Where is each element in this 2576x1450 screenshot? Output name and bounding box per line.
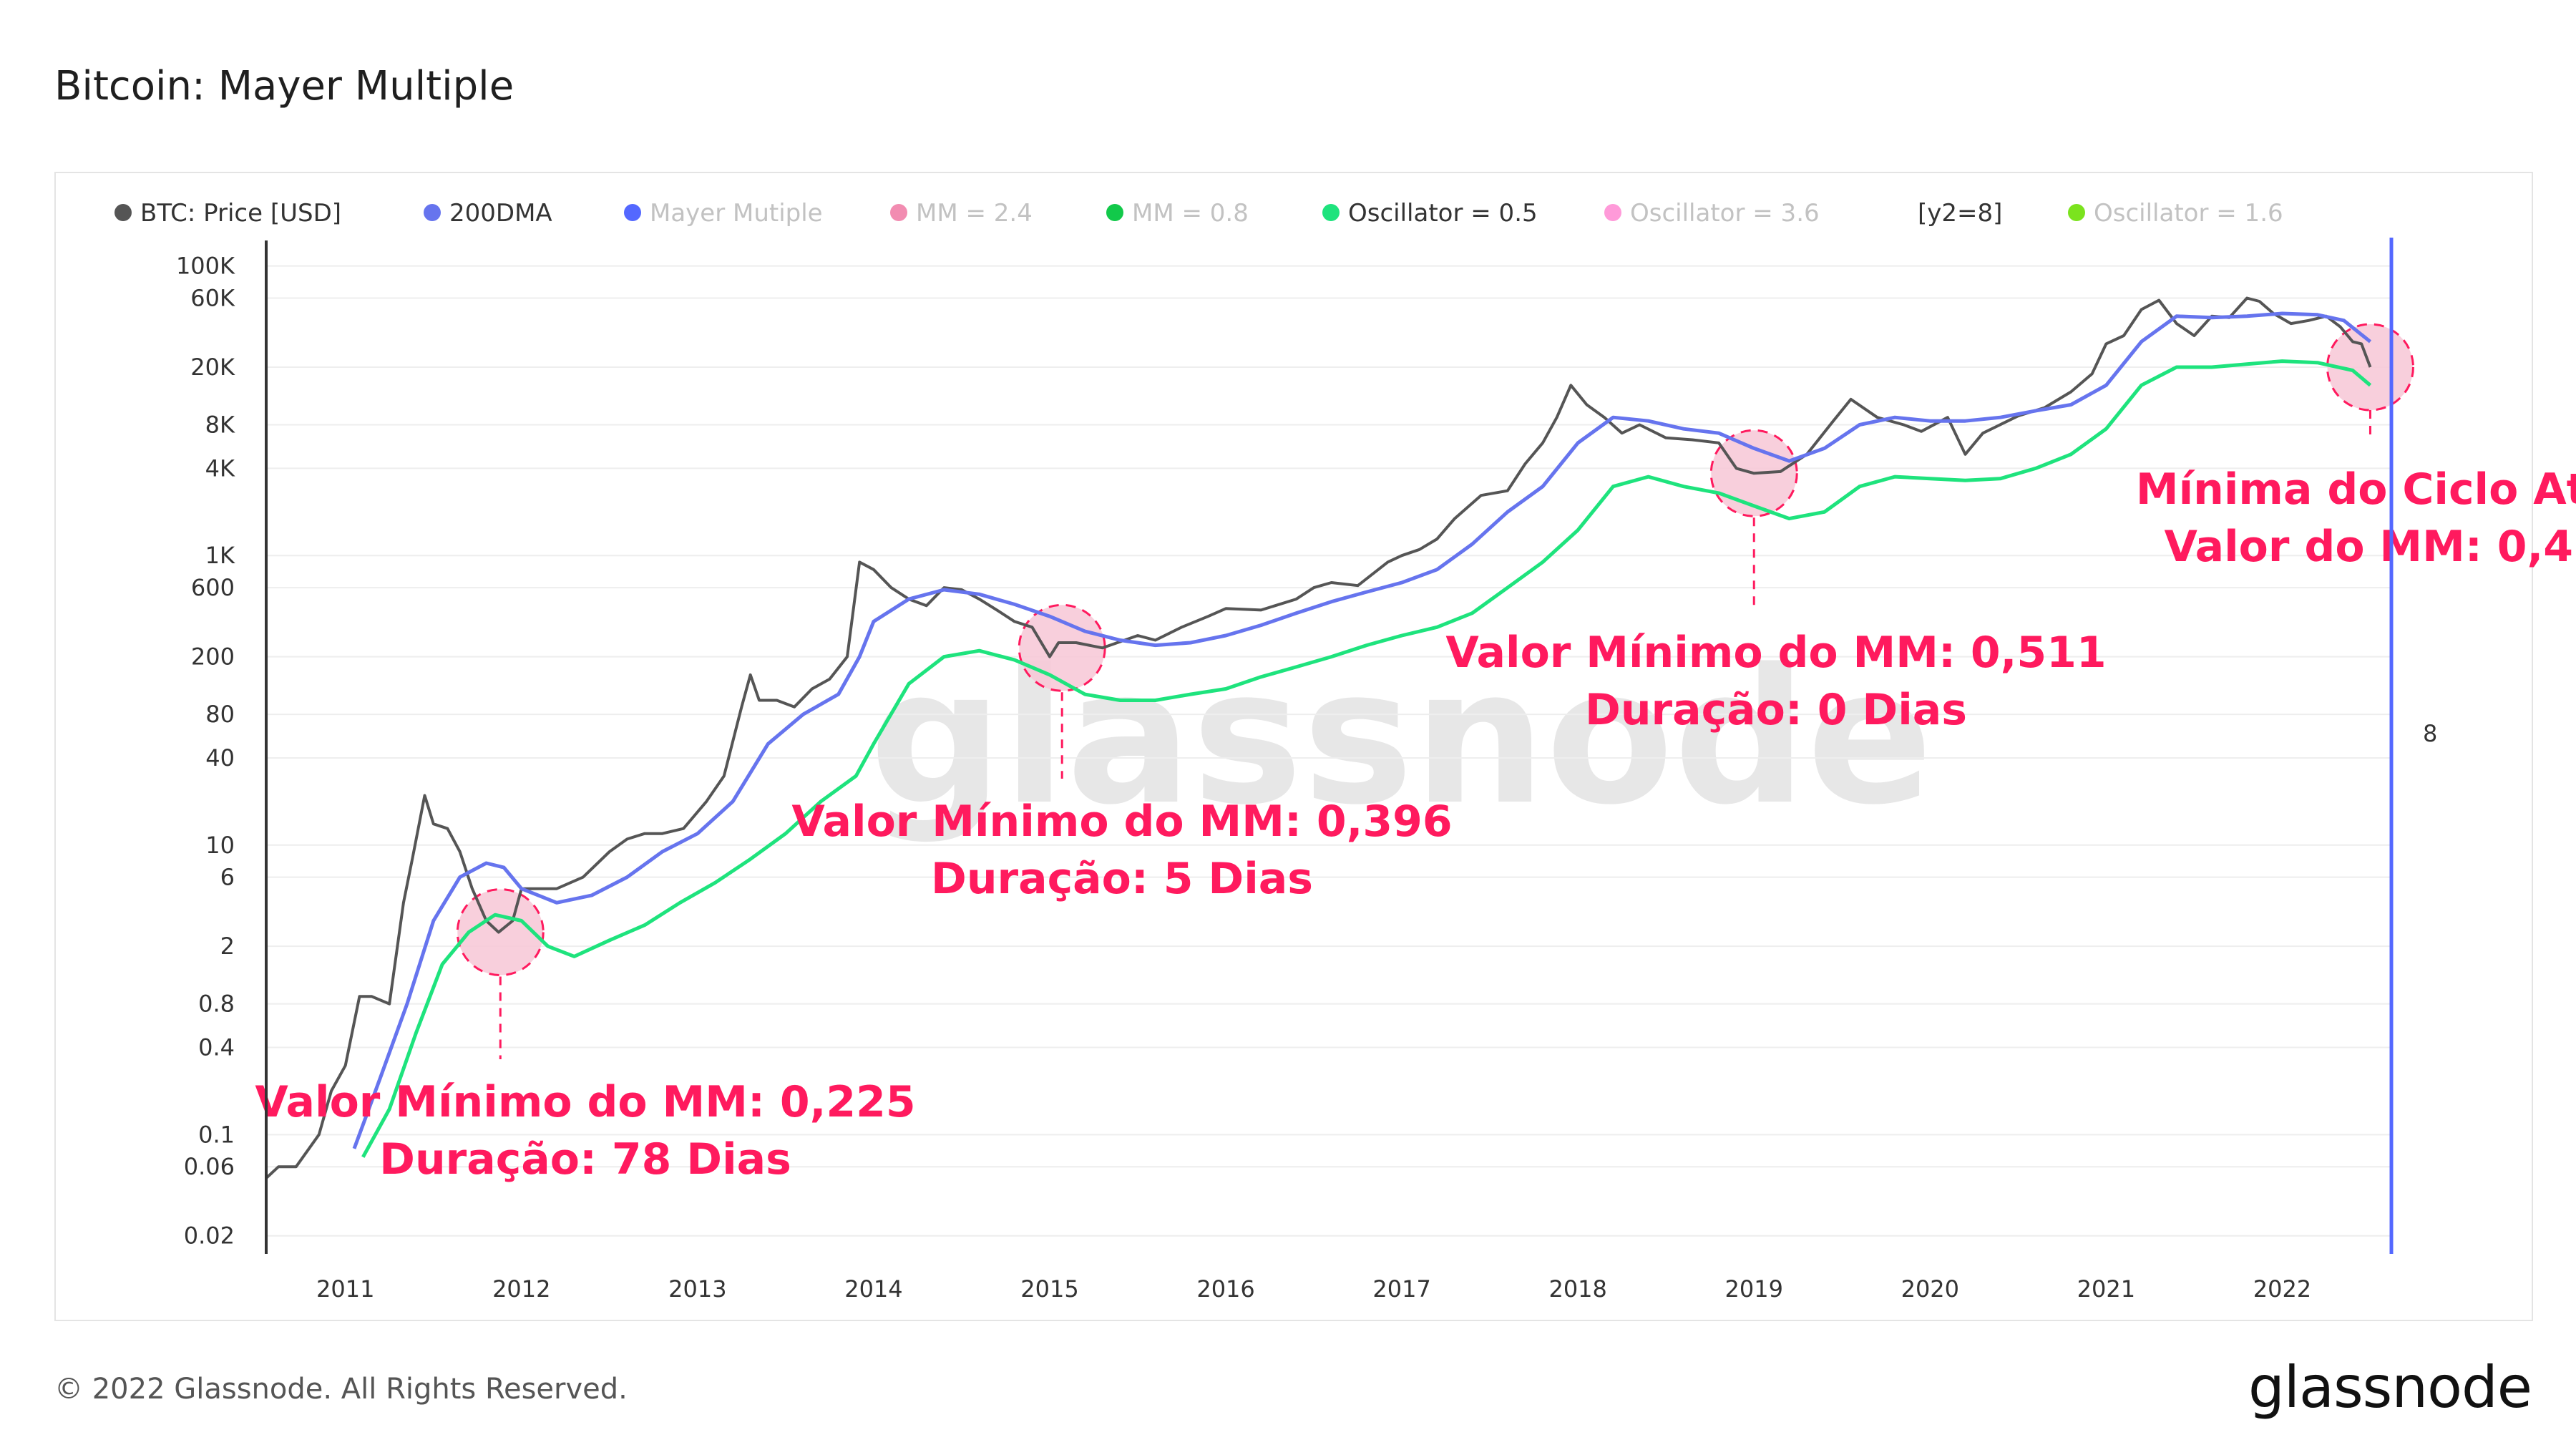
x-tick-label: 2022	[2253, 1275, 2311, 1303]
annotation-subtitle-3: Duração: 0 Dias	[1585, 685, 1967, 735]
series-line-3	[361, 359, 2372, 1158]
y-tick-label: 200	[191, 643, 235, 671]
x-tick-label: 2015	[1020, 1275, 1078, 1303]
y-tick-label: 0.1	[198, 1121, 235, 1148]
y-tick-label: 60K	[190, 284, 235, 311]
x-tick-label: 2013	[668, 1275, 726, 1303]
x-tick-label: 2012	[492, 1275, 550, 1303]
y-tick-label: 20K	[190, 354, 235, 381]
y-tick-label: 600	[191, 574, 235, 601]
right-axis-label: 8	[2423, 720, 2437, 747]
y-tick-label: 100K	[176, 253, 235, 280]
x-axis: 2011 2012 2013 2014 2015 2016 2017 2018 2019 2020…	[316, 1275, 2311, 1303]
y-tick-label: 0.06	[184, 1153, 235, 1180]
x-tick-label: 2021	[2077, 1275, 2135, 1303]
y-axis: 100K 60K 20K 8K 4K 1K 600 200 80 40 10 6 2 0.8 0.4 0.1 0…	[176, 253, 235, 1250]
brand-logo: glassnode	[2248, 1354, 2532, 1421]
y-tick-label: 10	[205, 832, 235, 859]
legend-item-3: Mayer Mutiple	[650, 199, 823, 228]
legend-item-8: [y2=8]	[1918, 199, 2002, 228]
y-tick-label: 8K	[205, 412, 235, 439]
legend-item-5: MM = 0.8	[1132, 199, 1249, 228]
annotation-title-3: Valor Mínimo do MM: 0,511	[1445, 628, 2106, 678]
legend-item-9: Oscillator = 1.6	[2094, 199, 2283, 228]
legend-item-1: BTC: Price [USD]	[140, 199, 341, 228]
legend-swatch-2	[424, 204, 441, 221]
annotation-title-4: Mínima do Ciclo Atual	[2136, 464, 2576, 515]
annotations-layer: Valor Mínimo do MM: 0,225 Duração: 78 Dia…	[255, 410, 2576, 1184]
legend-swatch-1	[114, 204, 132, 221]
x-tick-label: 2020	[1901, 1275, 1959, 1303]
legend-item-7: Oscillator = 3.6	[1630, 199, 1820, 228]
chart-frame	[54, 172, 2533, 1321]
series-line-2	[352, 311, 2372, 1149]
legend-item-2: 200DMA	[449, 199, 552, 228]
legend-swatch-3	[624, 204, 641, 221]
x-tick-label: 2019	[1725, 1275, 1783, 1303]
x-tick-label: 2014	[844, 1275, 902, 1303]
legend-swatch-6	[1322, 204, 1340, 221]
legend: BTC: Price [USD] 200DMA Mayer Mutiple MM = …	[114, 199, 2283, 228]
annotation-subtitle-1: Duração: 78 Dias	[379, 1134, 791, 1184]
y-tick-label: 0.02	[184, 1222, 235, 1250]
annotation-title-1: Valor Mínimo do MM: 0,225	[255, 1077, 915, 1127]
x-tick-label: 2017	[1372, 1275, 1430, 1303]
legend-swatch-7	[1604, 204, 1621, 221]
series-layer	[265, 296, 2414, 1179]
y-tick-label: 0.4	[198, 1034, 235, 1061]
y-tick-label: 40	[205, 744, 235, 772]
x-tick-label: 2011	[316, 1275, 374, 1303]
y-tick-label: 2	[220, 933, 235, 960]
annotation-subtitle-2: Duração: 5 Dias	[931, 854, 1313, 904]
x-tick-label: 2016	[1196, 1275, 1254, 1303]
y-tick-label: 0.8	[198, 991, 235, 1018]
page-title: Bitcoin: Mayer Multiple	[54, 63, 514, 110]
copyright-text: © 2022 Glassnode. All Rights Reserved.	[54, 1373, 628, 1406]
y-tick-label: 80	[205, 701, 235, 728]
y-tick-label: 1K	[205, 542, 235, 569]
annotation-subtitle-4: Valor do MM: 0,478	[2164, 522, 2576, 572]
legend-swatch-4	[890, 204, 907, 221]
annotation-title-2: Valor Mínimo do MM: 0,396	[791, 797, 1452, 847]
x-tick-label: 2018	[1548, 1275, 1606, 1303]
y-tick-label: 4K	[205, 454, 235, 482]
legend-swatch-5	[1106, 204, 1123, 221]
y-tick-label: 6	[220, 864, 235, 891]
legend-item-6: Oscillator = 0.5	[1348, 199, 1538, 228]
cycle-low-highlight-2	[1018, 603, 1106, 692]
legend-swatch-9	[2068, 204, 2085, 221]
legend-item-4: MM = 2.4	[916, 199, 1033, 228]
